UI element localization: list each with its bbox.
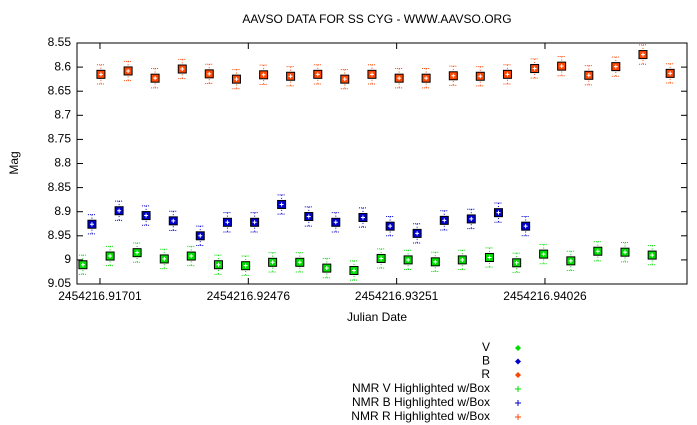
- point: [415, 231, 420, 236]
- point: [388, 224, 393, 229]
- point: [171, 218, 176, 223]
- legend-label: V: [482, 340, 490, 354]
- point: [198, 233, 203, 238]
- point: [117, 208, 122, 213]
- point: [279, 202, 284, 207]
- point: [80, 262, 85, 267]
- point: [252, 220, 257, 225]
- point: [451, 73, 456, 78]
- y-tick-label: 8.95: [48, 228, 72, 242]
- legend-marker: [515, 386, 521, 392]
- point: [342, 77, 347, 82]
- legend-label: NMR R Highlighted w/Box: [351, 409, 490, 423]
- x-tick-label: 2454216.94026: [503, 289, 587, 303]
- x-tick-label: 2454216.91701: [58, 289, 142, 303]
- point: [315, 72, 320, 77]
- legend-marker: [515, 358, 521, 365]
- point: [89, 222, 94, 227]
- point: [433, 259, 438, 264]
- point: [469, 216, 474, 221]
- x-axis-label: Julian Date: [347, 310, 407, 324]
- point: [532, 66, 537, 71]
- point: [650, 253, 655, 258]
- point: [595, 249, 600, 254]
- point: [514, 260, 519, 265]
- legend-label: B: [482, 354, 490, 368]
- point: [369, 72, 374, 77]
- legend-marker: [515, 414, 521, 420]
- point: [135, 250, 140, 255]
- point: [270, 260, 275, 265]
- point: [108, 254, 113, 259]
- point: [243, 263, 248, 268]
- point: [406, 257, 411, 262]
- point: [180, 67, 185, 72]
- point: [523, 224, 528, 229]
- point: [207, 71, 212, 76]
- point: [162, 256, 167, 261]
- point: [297, 260, 302, 265]
- point: [98, 72, 103, 77]
- y-tick-label: 8.85: [48, 180, 72, 194]
- point: [324, 266, 329, 271]
- point: [668, 71, 673, 76]
- point: [261, 72, 266, 77]
- point: [496, 210, 501, 215]
- point: [379, 256, 384, 261]
- y-tick-label: 8.9: [54, 204, 71, 218]
- y-tick-label: 8.6: [54, 59, 71, 73]
- y-tick-label: 9: [64, 252, 71, 266]
- point: [424, 76, 429, 81]
- x-tick-label: 2454216.92476: [207, 289, 291, 303]
- point: [640, 52, 645, 57]
- point: [288, 74, 293, 79]
- legend-label: R: [481, 367, 490, 381]
- y-axis-label: Mag: [7, 151, 21, 174]
- point: [397, 76, 402, 81]
- y-tick-label: 8.65: [48, 83, 72, 97]
- point: [505, 72, 510, 77]
- legend-marker: [515, 345, 521, 351]
- point: [360, 215, 365, 220]
- point: [234, 77, 239, 82]
- y-tick-label: 8.55: [48, 35, 72, 49]
- point: [478, 74, 483, 79]
- point: [460, 257, 465, 262]
- y-tick-label: 9.05: [48, 276, 72, 290]
- point: [568, 258, 573, 263]
- point: [225, 220, 230, 225]
- point: [487, 255, 492, 260]
- point: [144, 213, 149, 218]
- legend-marker: [515, 372, 521, 378]
- point: [189, 254, 194, 259]
- point: [559, 64, 564, 69]
- point: [613, 64, 618, 69]
- point: [586, 73, 591, 78]
- point: [306, 214, 311, 219]
- point: [442, 218, 447, 223]
- legend-marker: [515, 400, 521, 406]
- point: [622, 250, 627, 255]
- chart-title: AAVSO DATA FOR SS CYG - WWW.AAVSO.ORG: [242, 12, 511, 26]
- point: [153, 76, 158, 81]
- y-tick-label: 8.7: [54, 107, 71, 121]
- point: [333, 220, 338, 225]
- point: [541, 252, 546, 257]
- point: [351, 268, 356, 273]
- point: [126, 68, 131, 73]
- legend-label: NMR B Highlighted w/Box: [352, 395, 490, 409]
- x-tick-label: 2454216.93251: [355, 289, 439, 303]
- point: [216, 262, 221, 267]
- y-tick-label: 8.75: [48, 132, 72, 146]
- y-tick-label: 8.8: [54, 156, 71, 170]
- legend-label: NMR V Highlighted w/Box: [352, 381, 490, 395]
